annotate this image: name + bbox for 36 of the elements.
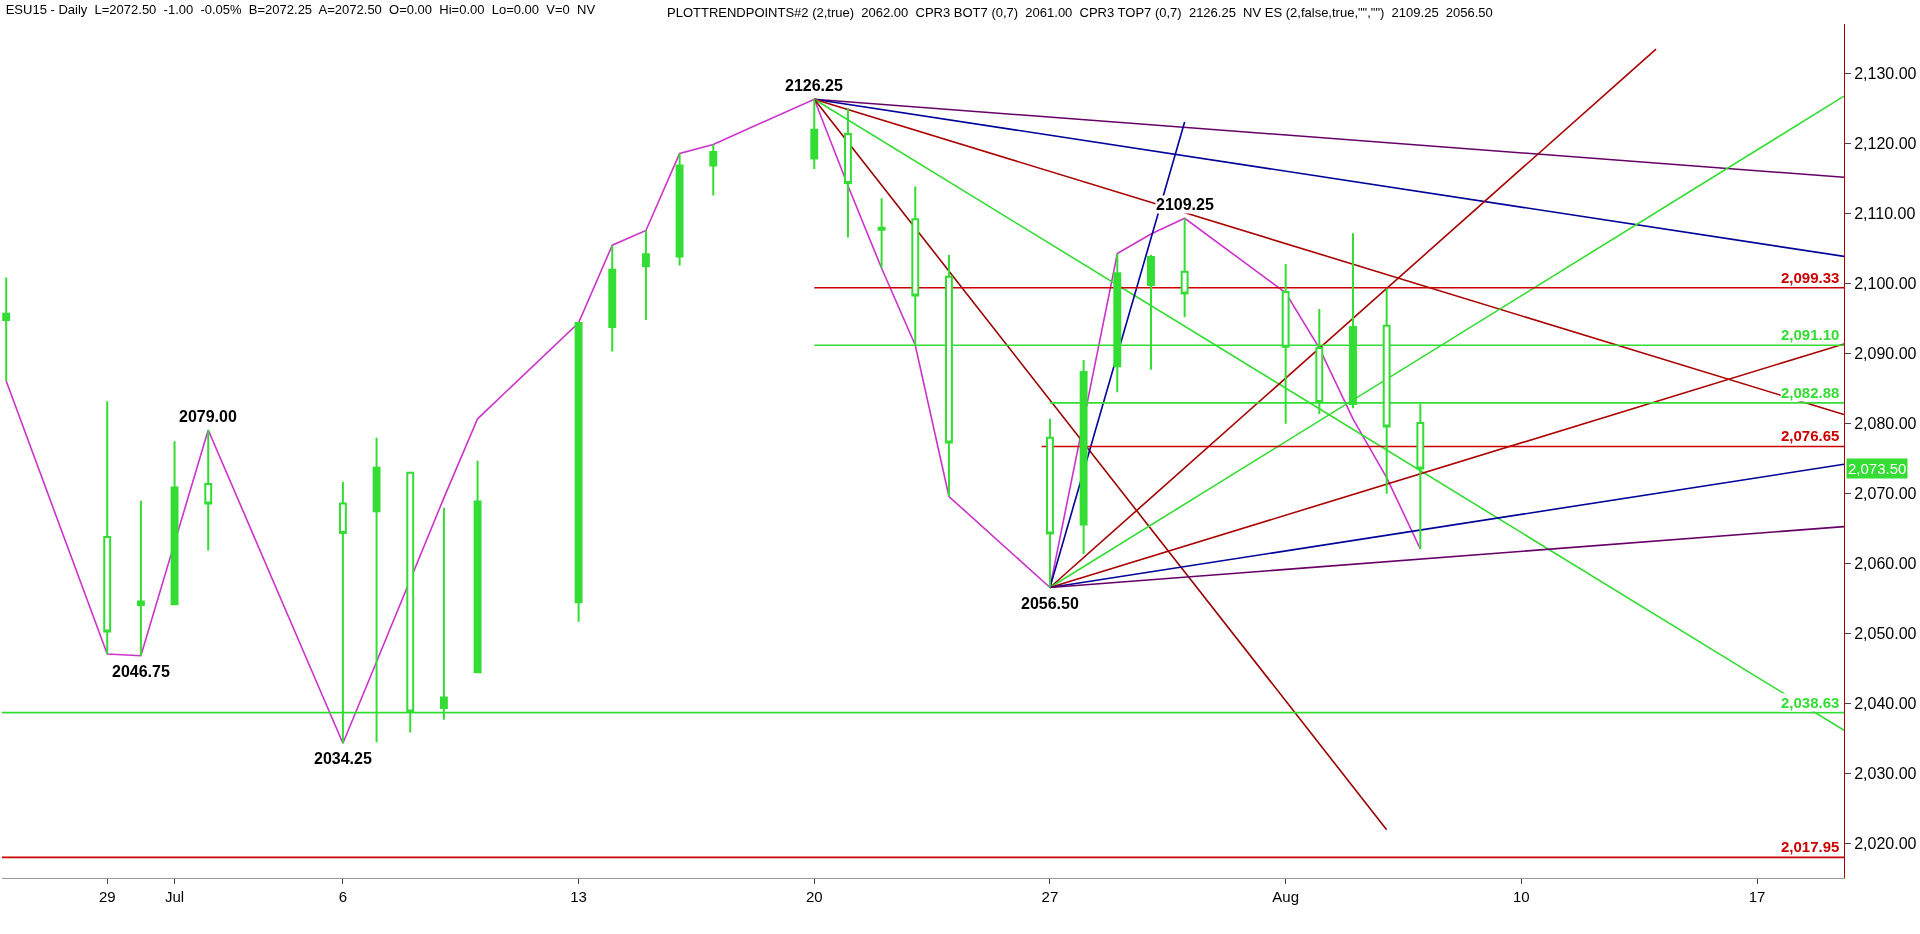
annotation: 2079.00 xyxy=(179,408,237,425)
x-tick-label: 6 xyxy=(338,888,348,905)
annotation: 2034.25 xyxy=(314,750,372,767)
x-tick-label: 10 xyxy=(1512,888,1530,905)
series-label: 2,017.95 xyxy=(1781,838,1840,855)
y-tick-label: 2,060.00 xyxy=(1854,554,1917,572)
x-tick-label: 17 xyxy=(1748,888,1766,905)
y-tick-label: 2,040.00 xyxy=(1854,694,1917,712)
x-tick-label: 20 xyxy=(805,888,823,905)
y-tick-label: 2,100.00 xyxy=(1854,274,1917,292)
y-tick-label: 2,020.00 xyxy=(1854,834,1917,852)
x-tick-label: Aug xyxy=(1272,888,1299,905)
series-label: 2,076.65 xyxy=(1781,427,1840,444)
text: 2,073.50 xyxy=(1848,460,1907,477)
annotation: 2109.25 xyxy=(1156,196,1214,213)
y-tick-label: 2,080.00 xyxy=(1854,414,1917,432)
x-tick-label: 29 xyxy=(98,888,116,905)
y-tick-label: 2,110.00 xyxy=(1854,204,1916,222)
y-tick-label: 2,030.00 xyxy=(1854,764,1917,782)
chart-subtitle: PLOTTRENDPOINTS#2 (2,true) 2062.00 CPR3 BOT7 (0,7) 2061.00 CPR3 TOP7 (0,7) 2126.25 NV ES (2,false,true,"","") 2109.25 2056.50 xyxy=(667,5,1493,20)
y-tick-label: 2,130.00 xyxy=(1854,64,1917,82)
x-tick-label: 27 xyxy=(1041,888,1059,905)
annotation: 2126.25 xyxy=(785,77,843,94)
chart-title: ESU15 - Daily L=2072.50 -1.00 -0.05% B=2072.25 A=2072.50 O=0.00 Hi=0.00 Lo=0.00 V=0 NV xyxy=(5,1,596,17)
series-label: 2,099.33 xyxy=(1781,269,1840,286)
y-tick-label: 2,050.00 xyxy=(1854,624,1917,642)
annotation: 2046.75 xyxy=(112,663,170,680)
y-tick-label: 2,120.00 xyxy=(1854,134,1917,152)
series-label: 2,038.63 xyxy=(1781,694,1840,711)
series-label: 2,082.88 xyxy=(1781,384,1840,401)
y-tick-label: 2,090.00 xyxy=(1854,344,1917,362)
x-tick-label: Jul xyxy=(164,888,185,905)
annotation: 2056.50 xyxy=(1021,595,1079,612)
y-tick-label: 2,070.00 xyxy=(1854,484,1917,502)
x-tick-label: 13 xyxy=(570,888,587,905)
series-label: 2,091.10 xyxy=(1781,326,1840,343)
